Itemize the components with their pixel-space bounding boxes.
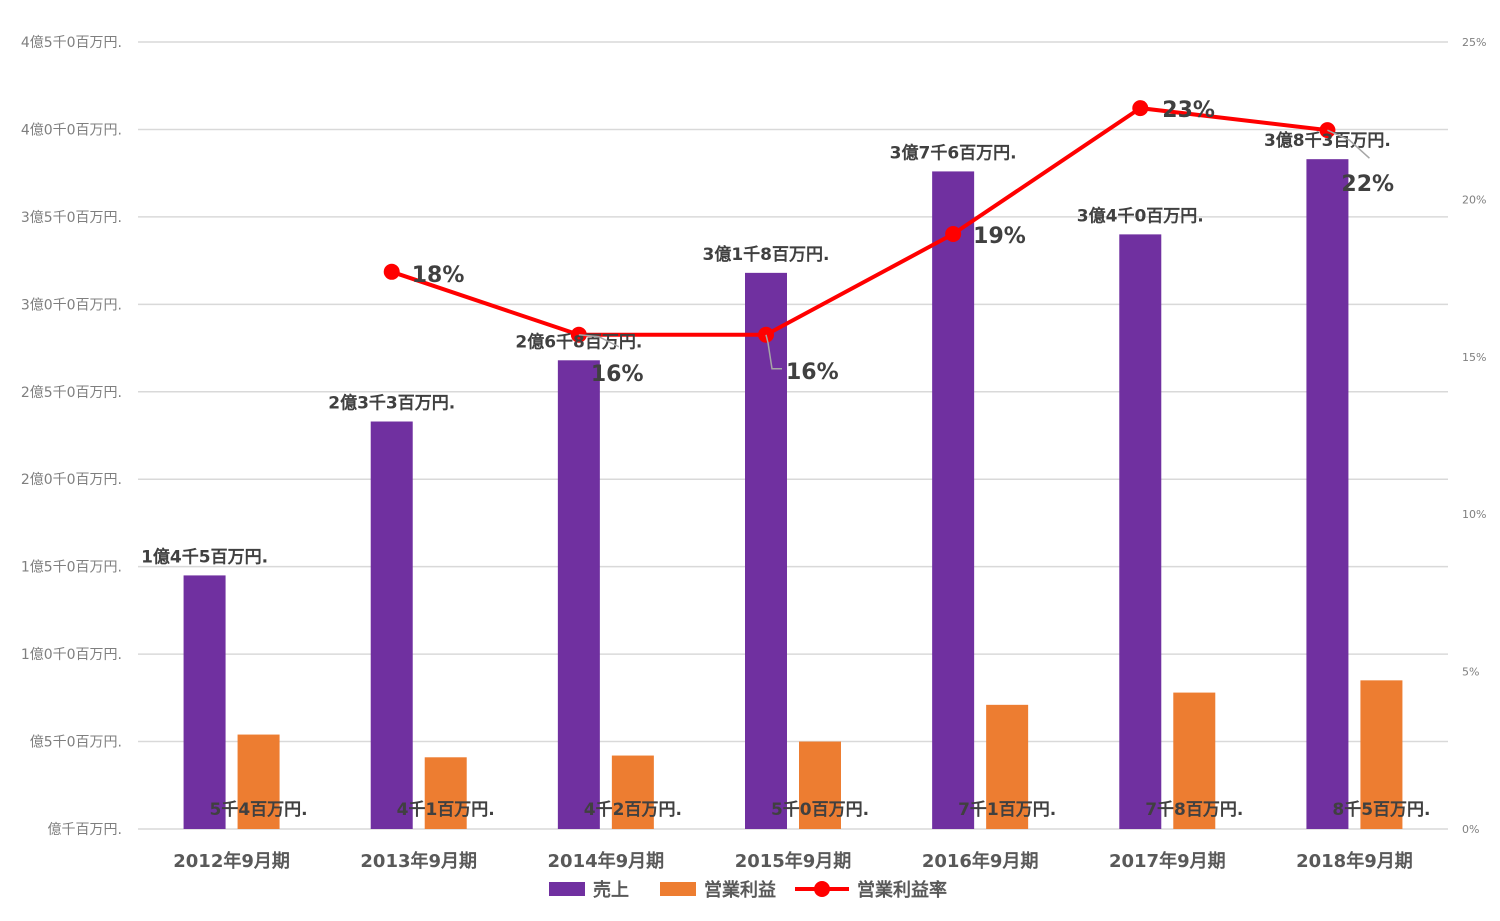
bar-operating-profit	[1360, 680, 1403, 829]
bar-series	[183, 159, 1403, 830]
bar-operating-profit	[237, 734, 280, 829]
data-label-operating-profit: 7千1百万円.	[958, 800, 1056, 820]
bar-sales	[745, 272, 787, 829]
y-tick-label: 2億0千0百万円.	[21, 472, 122, 488]
x-axis: 2012年9月期 2013年9月期 2014年9月期 2015年9月期 2016年9月期…	[173, 850, 1412, 872]
data-label-operating-margin: 22%	[1341, 172, 1394, 197]
y2-tick-label: 15%	[1462, 351, 1486, 364]
x-tick-label: 2012年9月期	[173, 850, 290, 872]
x-tick-label: 2014年9月期	[548, 850, 665, 872]
data-label-operating-margin: 16%	[786, 360, 839, 385]
bar-operating-profit	[424, 757, 467, 829]
data-label-operating-margin: 23%	[1162, 98, 1215, 123]
y-tick-label: 1億0千0百万円.	[21, 647, 122, 663]
legend-label-sales: 売上	[593, 879, 629, 901]
y-tick-label: 4億5千0百万円.	[21, 35, 122, 51]
bar-sales	[370, 421, 413, 829]
legend-marker-operating-margin	[814, 881, 830, 897]
y-tick-label: 億5千0百万円.	[30, 735, 122, 751]
leader-line	[765, 334, 782, 370]
data-label-sales: 1億4千5百万円.	[141, 546, 268, 567]
data-label-operating-margin: 16%	[591, 362, 644, 387]
y2-tick-label: 25%	[1462, 36, 1486, 49]
legend: 売上 営業利益 営業利益率	[549, 879, 947, 901]
bar-sales	[1306, 159, 1349, 830]
data-label-operating-profit: 5千0百万円.	[771, 800, 869, 820]
bar-sales	[932, 171, 975, 829]
gridlines	[138, 41, 1448, 830]
leader-line	[1327, 129, 1370, 159]
legend-label-operating-profit: 営業利益	[704, 879, 776, 901]
data-labels: 1億4千5百万円. 5千4百万円. 2億3千3百万円. 4千1百万円. 2億6千8百万円…	[141, 98, 1430, 820]
data-label-operating-profit: 4千2百万円.	[584, 800, 682, 820]
line-series	[383, 100, 1336, 343]
bar-operating-profit	[611, 755, 654, 829]
data-label-sales: 3億8千3百万円.	[1264, 130, 1391, 151]
y2-tick-label: 5%	[1462, 666, 1479, 679]
data-label-operating-profit: 7千8百万円.	[1145, 800, 1243, 820]
x-tick-label: 2013年9月期	[360, 850, 477, 872]
marker-operating-margin	[945, 226, 962, 243]
bar-sales	[183, 575, 226, 829]
bar-operating-profit	[1173, 692, 1216, 829]
y2-tick-label: 10%	[1462, 508, 1486, 521]
data-label-sales: 3億1千8百万円.	[703, 244, 830, 265]
marker-operating-margin	[1132, 100, 1149, 117]
data-label-sales: 3億4千0百万円.	[1077, 205, 1204, 226]
data-label-sales: 2億3千3百万円.	[328, 393, 455, 414]
y2-tick-label: 20%	[1462, 193, 1486, 206]
data-label-operating-profit: 4千1百万円.	[397, 800, 495, 820]
bar-operating-profit	[799, 741, 841, 829]
data-label-operating-margin: 18%	[412, 263, 465, 288]
leader-line	[578, 334, 620, 348]
data-label-sales: 2億6千8百万円.	[515, 331, 642, 352]
legend-swatch-operating-profit	[660, 882, 696, 896]
y-tick-label: 2億5千0百万円.	[21, 385, 122, 401]
x-tick-label: 2015年9月期	[735, 850, 852, 872]
y-tick-label: 3億5千0百万円.	[21, 210, 122, 226]
y-tick-label: 1億5千0百万円.	[21, 560, 122, 576]
bar-operating-profit	[986, 704, 1029, 829]
data-label-operating-profit: 5千4百万円.	[210, 800, 308, 820]
y-tick-label: 4億0千0百万円.	[21, 122, 122, 138]
y2-tick-label: 0%	[1462, 823, 1479, 836]
y-axis-left: 億千百万円. 億5千0百万円. 1億0千0百万円. 1億5千0百万円. 2億0千0百万円…	[21, 35, 122, 838]
bar-sales	[557, 360, 600, 829]
marker-operating-margin	[383, 263, 400, 280]
x-tick-label: 2016年9月期	[922, 850, 1039, 872]
x-tick-label: 2017年9月期	[1109, 850, 1226, 872]
data-label-sales: 3億7千6百万円.	[890, 142, 1017, 163]
line-operating-margin	[391, 106, 1328, 337]
x-tick-label: 2018年9月期	[1296, 850, 1413, 872]
legend-swatch-sales	[549, 882, 585, 896]
y-axis-right: 0% 5% 10% 15% 20% 25%	[1462, 36, 1486, 836]
y-tick-label: 3億0千0百万円.	[21, 297, 122, 313]
y-tick-label: 億千百万円.	[48, 822, 122, 838]
data-label-operating-margin: 19%	[973, 224, 1026, 249]
bar-sales	[1119, 234, 1162, 829]
data-label-operating-profit: 8千5百万円.	[1332, 800, 1430, 820]
legend-label-operating-margin: 営業利益率	[857, 879, 947, 901]
